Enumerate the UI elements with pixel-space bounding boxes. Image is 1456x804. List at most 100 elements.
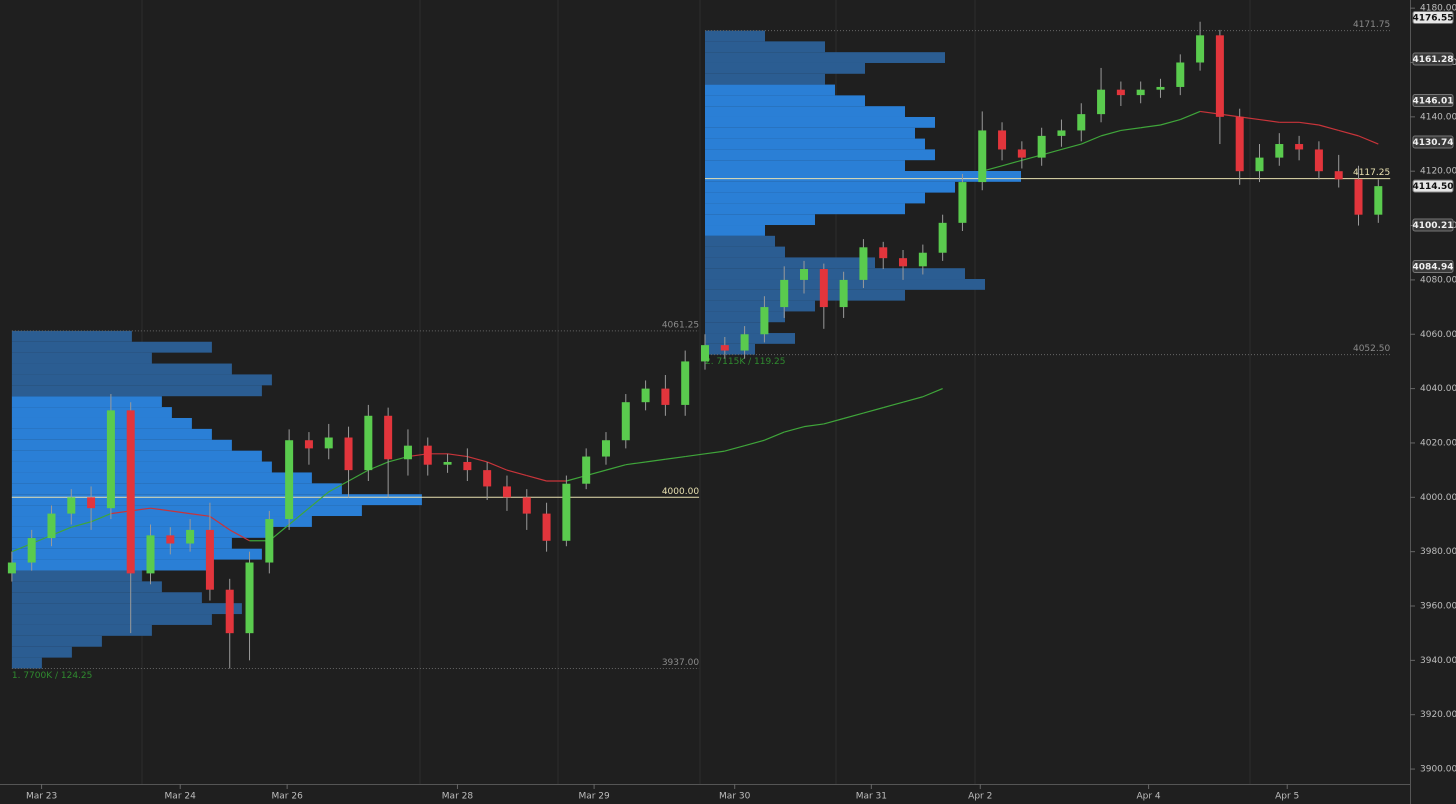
price-marker-box — [1412, 52, 1454, 66]
ma-segment — [170, 510, 191, 515]
profile-bar — [705, 127, 915, 139]
y-tick-label: 3960.00 — [1420, 602, 1456, 612]
candle-body — [443, 461, 452, 465]
candle-body — [245, 562, 254, 634]
ma-segment — [1259, 118, 1280, 123]
x-tick-label: Mar 30 — [719, 792, 751, 802]
profile-low-label: 3937.00 — [662, 658, 699, 668]
ma-segment — [922, 388, 943, 398]
profile-bar — [705, 181, 955, 193]
ma-segment — [1081, 135, 1102, 145]
x-tick-label: Apr 4 — [1137, 792, 1161, 802]
ma-segment — [764, 431, 785, 441]
profile-bar — [705, 333, 795, 344]
candle-body — [661, 388, 670, 405]
profile-bar — [705, 322, 765, 334]
ma-segment — [1318, 124, 1339, 132]
price-marker-box — [1412, 179, 1454, 193]
ma-segment — [1338, 129, 1359, 137]
price-marker-label: 4100.21 — [1413, 221, 1454, 231]
candle-body — [285, 440, 294, 520]
candle-body — [126, 410, 135, 574]
price-marker-box — [1412, 135, 1454, 149]
ma-segment — [843, 412, 864, 420]
price-marker-label: 4146.01 — [1413, 97, 1454, 107]
y-tick-label: 4040.00 — [1420, 384, 1456, 394]
y-tick-label: 4060.00 — [1420, 330, 1456, 340]
profile-bar — [705, 62, 865, 74]
profile-bar — [11, 505, 362, 517]
ma-segment — [685, 453, 706, 458]
candle-body — [740, 334, 749, 351]
ma-segment — [447, 453, 468, 458]
profile-bar — [11, 341, 212, 353]
ma-segment — [724, 445, 745, 452]
candle-body — [47, 513, 56, 539]
candle-body — [1196, 35, 1205, 63]
candle-body — [938, 222, 947, 253]
x-tick-label: Apr 2 — [968, 792, 992, 802]
x-tick-label: Mar 28 — [442, 792, 474, 802]
profile-bar — [705, 106, 905, 117]
profile-poc-label: 4000.00 — [662, 487, 699, 497]
profile-low-label: 4052.50 — [1353, 344, 1390, 354]
ma-segment — [863, 407, 884, 414]
ma-segment — [1140, 124, 1161, 129]
profile-bar — [705, 84, 835, 96]
profile-bar — [11, 417, 192, 429]
ma-segment — [1358, 135, 1379, 145]
profile-bar — [705, 225, 765, 236]
candle-body — [582, 456, 591, 484]
y-tick-label: 4020.00 — [1420, 438, 1456, 448]
ma-segment — [486, 461, 508, 471]
profile-bar — [11, 635, 102, 647]
profile-bar — [11, 330, 132, 342]
candle-body — [304, 440, 313, 449]
profile-bar — [11, 450, 262, 462]
ma-segment — [1299, 121, 1319, 126]
candle-body — [1354, 179, 1363, 215]
ma-segment — [784, 426, 805, 433]
profile-bar — [705, 170, 1021, 182]
x-tick-label: Mar 31 — [856, 792, 887, 802]
profile-bar — [11, 363, 232, 375]
candle-body — [859, 247, 868, 280]
profile-bar — [705, 343, 755, 355]
ma-segment — [1160, 118, 1181, 126]
price-marker-box — [1412, 259, 1454, 273]
candle-body — [899, 258, 908, 267]
x-tick-label: Mar 23 — [26, 792, 57, 802]
candle-body — [186, 529, 195, 544]
profile-bar — [705, 30, 765, 42]
candle-body — [879, 247, 888, 259]
candle-body — [760, 307, 769, 335]
profile-bar — [11, 570, 142, 582]
x-tick-label: Apr 5 — [1275, 792, 1299, 802]
candle-body — [1334, 171, 1343, 180]
price-marker-label: 4176.55 — [1413, 14, 1454, 24]
candle-body — [1235, 116, 1244, 172]
profile-bar — [705, 116, 935, 128]
profile-bar — [705, 138, 925, 150]
candle-body — [106, 410, 115, 509]
candle-body — [483, 470, 492, 487]
profile-bar — [705, 300, 815, 312]
price-marker-label: 4130.74 — [1413, 138, 1454, 148]
profile-bar — [705, 289, 905, 301]
candle-body — [1314, 149, 1323, 172]
y-tick-label: 4140.00 — [1420, 112, 1456, 122]
x-tick-label: Mar 29 — [578, 792, 610, 802]
candle-body — [403, 445, 412, 460]
profile-bar — [11, 374, 272, 386]
y-tick-label: 3900.00 — [1420, 765, 1456, 775]
price-marker-box — [1412, 218, 1454, 232]
candle-body — [681, 361, 690, 405]
profile-bar — [11, 559, 212, 571]
profile-bar — [705, 214, 815, 226]
profile-bar — [11, 537, 232, 549]
candle-body — [641, 388, 650, 403]
ma-segment — [823, 417, 844, 425]
profile-bar — [11, 352, 152, 364]
profile-bar — [705, 268, 965, 280]
candle-body — [601, 440, 610, 457]
